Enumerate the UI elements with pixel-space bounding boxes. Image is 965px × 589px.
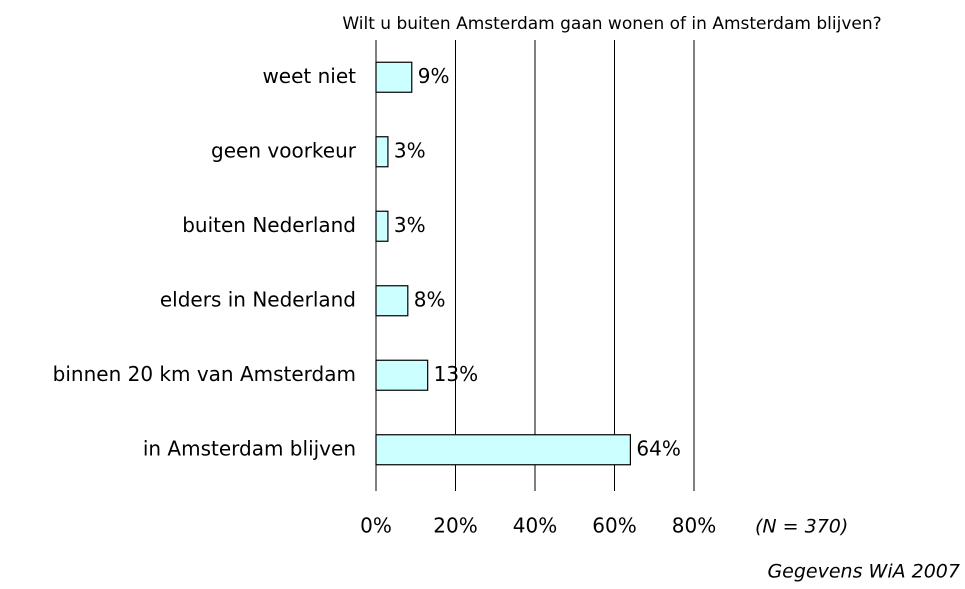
chart-title: Wilt u buiten Amsterdam gaan wonen of in…: [342, 14, 881, 34]
value-label: 8%: [414, 287, 446, 311]
y-tick-label: weet niet: [262, 64, 356, 88]
bar: [375, 136, 389, 168]
x-tick-label: 20%: [433, 514, 477, 538]
y-tick-label: binnen 20 km van Amsterdam: [53, 362, 356, 386]
value-label: 64%: [636, 436, 680, 460]
x-tick-label: 80%: [672, 514, 716, 538]
bar: [375, 359, 429, 391]
value-label: 13%: [434, 362, 478, 386]
value-label: 3%: [394, 138, 426, 162]
y-tick-label: geen voorkeur: [211, 138, 357, 162]
y-tick-label: in Amsterdam blijven: [143, 436, 356, 460]
bar: [375, 210, 389, 242]
value-label: 3%: [394, 213, 426, 237]
x-tick-label: 60%: [592, 514, 636, 538]
x-tick-label: 40%: [513, 514, 557, 538]
y-tick-label: buiten Nederland: [182, 213, 356, 237]
bar: [375, 61, 413, 93]
x-tick-label: 0%: [360, 514, 392, 538]
annotation: (N = 370): [755, 516, 848, 538]
bar: [375, 434, 631, 466]
value-label: 9%: [418, 64, 450, 88]
source: Gegevens WiA 2007: [767, 561, 960, 583]
bar: [375, 285, 409, 317]
y-tick-label: elders in Nederland: [160, 287, 356, 311]
